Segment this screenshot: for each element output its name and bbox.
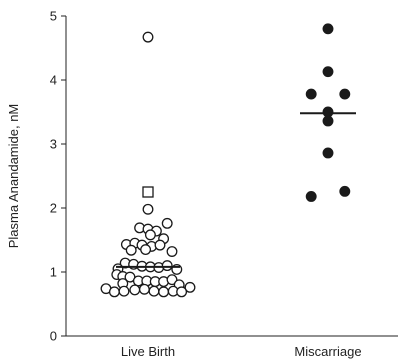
data-point: [305, 88, 317, 100]
data-point: [322, 66, 334, 78]
data-point-square: [142, 186, 154, 198]
data-point: [154, 239, 166, 251]
data-point: [129, 284, 141, 296]
data-point: [158, 286, 170, 298]
data-point: [322, 23, 334, 35]
data-point: [322, 115, 334, 127]
data-point: [166, 246, 178, 257]
data-point: [108, 286, 120, 298]
y-tick-label: 0: [50, 329, 57, 344]
y-tick-label: 4: [50, 73, 57, 88]
data-point: [339, 88, 351, 100]
data-point: [140, 244, 152, 256]
data-point: [305, 191, 317, 202]
data-point: [161, 217, 173, 229]
data-point: [144, 229, 156, 241]
data-point: [142, 31, 154, 43]
data-point: [118, 285, 130, 297]
data-point: [322, 106, 334, 118]
data-point: [176, 286, 188, 298]
x-category-label: Miscarriage: [294, 344, 361, 359]
data-point: [339, 185, 351, 197]
data-point: [166, 274, 178, 286]
data-point: [184, 281, 196, 293]
y-ticks: 0 1 2 3 4 5: [50, 9, 66, 344]
data-point: [138, 283, 150, 295]
y-axis-title: Plasma Anandamide, nM: [6, 104, 21, 249]
data-point: [142, 203, 154, 215]
x-labels: Live Birth Miscarriage: [121, 344, 362, 359]
y-tick-label: 2: [50, 201, 57, 216]
data-point: [125, 244, 137, 256]
x-category-label: Live Birth: [121, 344, 175, 359]
y-tick-label: 3: [50, 137, 57, 152]
y-tick-label: 5: [50, 9, 57, 24]
data-point: [148, 285, 160, 297]
data-marks: [100, 23, 356, 298]
y-tick-label: 1: [50, 265, 57, 280]
axes: [65, 16, 398, 337]
data-point: [161, 260, 173, 272]
data-point: [322, 147, 334, 159]
